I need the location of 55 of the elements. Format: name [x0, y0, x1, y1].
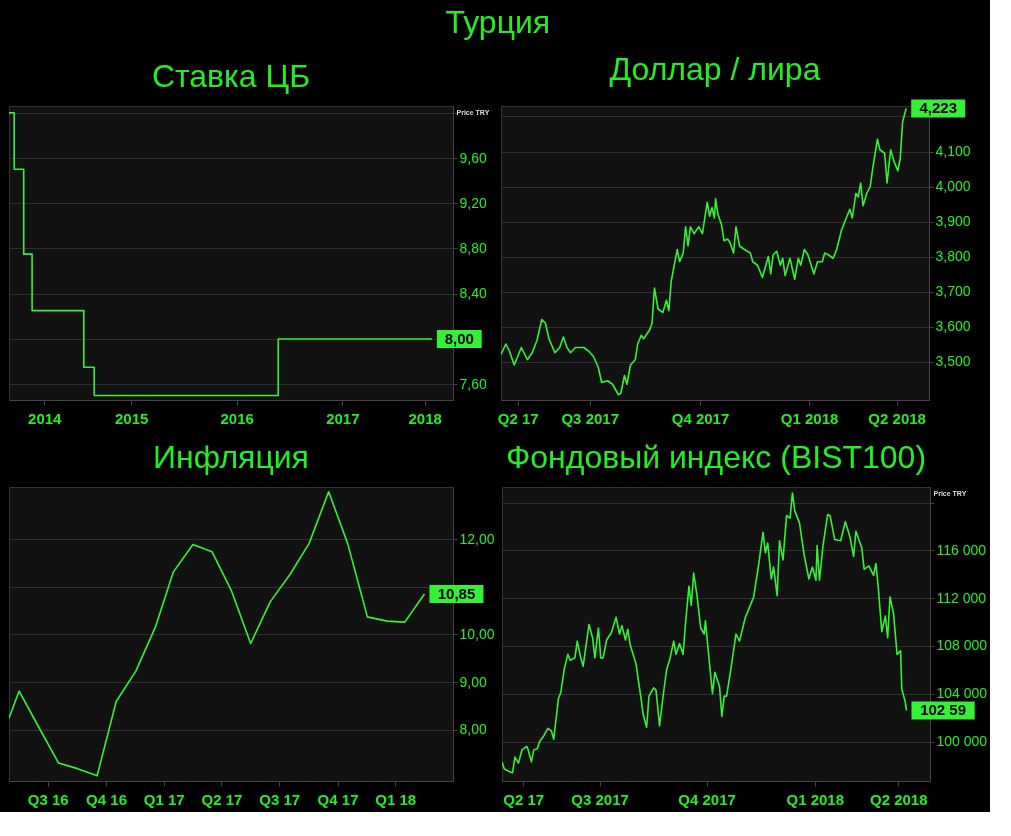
line-series — [502, 492, 908, 774]
annotation: 102 59 — [920, 701, 967, 719]
x-tick-label: Q4 17 — [317, 790, 359, 808]
data-label: 4,223 — [919, 99, 957, 117]
x-tick-label: Q1 2018 — [786, 790, 845, 808]
x-tick-label: Q1 2018 — [780, 409, 839, 427]
x-tick-label: Q3 16 — [27, 790, 69, 808]
y-tick-label: 9,60 — [459, 149, 487, 166]
y-tick-label: 8,40 — [459, 285, 487, 302]
y-tick-label: 108 000 — [936, 637, 988, 654]
y-tick-label: 10,00 — [459, 625, 495, 642]
y-tick-label: 8,80 — [459, 239, 487, 256]
x-tick-label: 2014 — [28, 409, 63, 427]
text: Турция — [445, 3, 551, 40]
x-tick-label: Q3 2017 — [561, 409, 619, 427]
x-tick-label: Q2 17 — [201, 790, 243, 808]
y-tick-label: 116 000 — [936, 541, 987, 558]
chart-title: Фондовый индекс (BIST100) — [505, 439, 927, 475]
y-tick-label: 7,60 — [459, 375, 487, 392]
y-tick-label: 3,500 — [935, 353, 971, 369]
chart-title: Ставка ЦБ — [151, 57, 311, 94]
y-tick-label: 12,00 — [459, 530, 495, 547]
y-tick-label: 104 000 — [936, 685, 988, 702]
y-tick-label: 3,900 — [935, 213, 971, 229]
line-series — [9, 490, 426, 777]
x-tick-label: 2018 — [408, 409, 442, 427]
y-tick-label: 4,100 — [935, 143, 971, 159]
x-tick-label: Q2 2018 — [868, 409, 926, 427]
line-series — [501, 107, 908, 396]
x-tick-label: Q2 17 — [497, 409, 539, 427]
x-tick-label: Q1 18 — [375, 790, 417, 808]
x-tick-label: Q4 2017 — [671, 409, 730, 427]
y-tick-label: 100 000 — [936, 733, 988, 750]
x-tick-label: 2017 — [326, 409, 360, 427]
y-tick-label: 3,600 — [935, 318, 971, 334]
x-tick-label: Q3 2017 — [571, 790, 629, 808]
x-tick-label: Q4 16 — [86, 790, 127, 808]
chart-title: Инфляция — [153, 439, 309, 475]
x-tick-label: Q1 17 — [143, 790, 185, 808]
y-tick-label: 8,00 — [459, 721, 487, 738]
y-tick-label: 9,20 — [459, 194, 487, 211]
y-tick-label: 112 000 — [936, 589, 987, 606]
x-tick-label: Q2 17 — [503, 790, 545, 808]
x-tick-label: Q2 2018 — [869, 790, 928, 808]
y-tick-label: 3,700 — [935, 283, 971, 299]
data-label: 8,00 — [444, 329, 474, 347]
data-label: 10,85 — [437, 585, 476, 603]
y-tick-label: 4,000 — [935, 178, 971, 194]
x-tick-label: Q4 2017 — [678, 790, 736, 808]
x-tick-label: Q3 17 — [259, 790, 301, 808]
chart-title: Доллар / лира — [609, 51, 821, 88]
x-tick-label: 2016 — [220, 409, 254, 427]
y-tick-label: 9,00 — [459, 673, 487, 690]
x-tick-label: 2015 — [115, 409, 149, 427]
y-tick-label: 3,800 — [935, 248, 971, 264]
